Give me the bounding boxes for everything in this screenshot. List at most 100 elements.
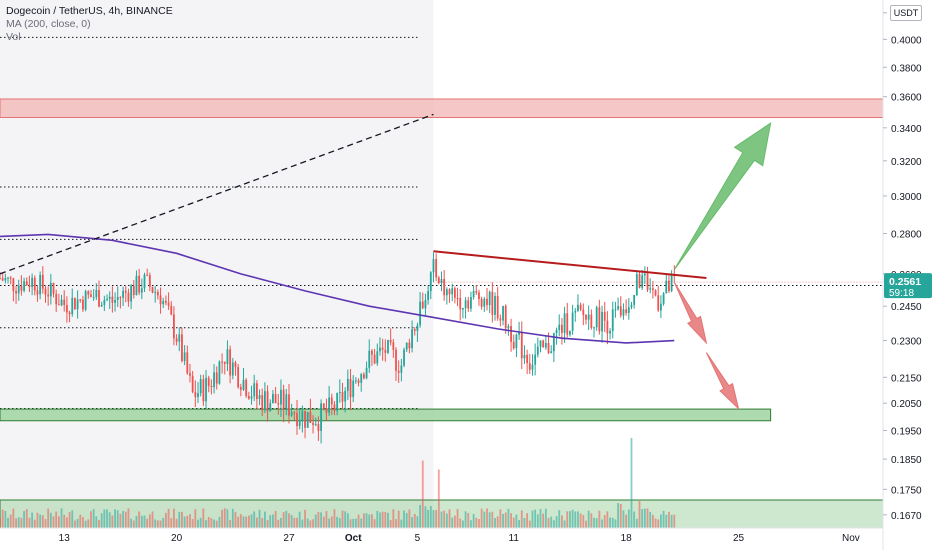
volume-bar [229, 520, 232, 528]
candle-body [413, 329, 416, 331]
candle-body [90, 294, 92, 298]
volume-bar [12, 508, 15, 528]
volume-bar [84, 520, 87, 528]
candle-body [84, 291, 87, 310]
time-tick-label: 13 [59, 533, 71, 544]
volume-bar [159, 520, 162, 528]
volume-bar [499, 509, 502, 528]
volume-bar [140, 515, 143, 528]
volume-bar [76, 518, 79, 528]
candle-body [403, 349, 405, 366]
volume-bar [403, 510, 405, 528]
candle-body [593, 327, 595, 329]
candle-body [245, 379, 248, 397]
candle-body [448, 289, 451, 295]
candle-body [579, 304, 582, 310]
drawings-layer [0, 113, 772, 411]
symbol-title[interactable]: Dogecoin / TetherUS, 4h, BINANCE [6, 5, 173, 17]
candle-body [451, 288, 454, 295]
candle-body [560, 324, 563, 333]
volume-bar [657, 519, 660, 528]
volume-bar [643, 508, 646, 528]
price-tick-label: 0.2150 [891, 373, 922, 384]
volume-bar [598, 510, 601, 528]
volume-bar [424, 506, 427, 528]
volume-bar [328, 518, 331, 528]
candle-body [173, 314, 175, 339]
volume-bar [322, 516, 325, 528]
time-tick-label: 11 [509, 533, 520, 544]
candle-body [304, 410, 306, 428]
volume-bar [387, 512, 389, 528]
candle-body [95, 290, 98, 298]
candle-body [162, 300, 165, 305]
volume-bar [646, 508, 649, 528]
volume-bar [87, 519, 90, 528]
volume-bar [362, 513, 365, 528]
volume-bar [234, 511, 237, 528]
time-tick-label: 20 [171, 533, 183, 544]
candle-body [237, 367, 240, 388]
volume-bar [312, 519, 314, 528]
volume-bar [320, 512, 323, 528]
volume-bar [79, 514, 82, 528]
candle-body [119, 297, 122, 299]
volume-bar [392, 509, 395, 528]
candle-body [622, 309, 625, 316]
volume-bar [261, 517, 264, 528]
time-axis[interactable]: 13 20 27 Oct 5 11 18 25 Nov [59, 533, 860, 544]
candle-body [464, 300, 467, 308]
ma-indicator-label[interactable]: MA (200, close, 0) [6, 18, 91, 30]
volume-indicator-label[interactable]: Vol [6, 31, 21, 43]
candle-body [373, 354, 376, 364]
candle-body [202, 379, 205, 402]
candle-body [226, 349, 229, 364]
volume-bar [569, 511, 571, 528]
volume-bar [194, 509, 197, 528]
volume-bar [242, 516, 245, 528]
volume-bar [44, 519, 47, 528]
volume-bar [226, 509, 229, 528]
candle-body [167, 302, 170, 306]
candle-body [274, 394, 277, 404]
candle-body [12, 278, 15, 291]
volume-bar [515, 514, 518, 528]
price-axis[interactable]: 0.42000.40000.38000.36000.34000.32000.30… [883, 9, 922, 522]
volume-bar [245, 516, 248, 528]
candle-body [649, 288, 652, 290]
candle-body [360, 374, 363, 383]
candle-body [354, 380, 357, 382]
volume-bar [92, 509, 95, 528]
volume-bar [127, 508, 130, 528]
volume-bar [448, 509, 451, 528]
candle-body [558, 324, 561, 331]
candle-body [132, 285, 135, 296]
volume-bar [665, 514, 668, 528]
volume-bar [0, 517, 1, 528]
candle-body [301, 410, 304, 421]
currency-badge[interactable]: USDT [890, 5, 922, 21]
candle-body [191, 375, 194, 393]
candle-body [108, 296, 111, 299]
chart-legend: Dogecoin / TetherUS, 4h, BINANCE MA (200… [6, 5, 173, 44]
candle-body [124, 290, 127, 293]
candle-body [411, 329, 413, 349]
time-tick-label: 25 [733, 533, 745, 544]
volume-bar [563, 520, 566, 528]
candle-body [39, 274, 42, 295]
candle-body [528, 363, 531, 370]
volume-bar [585, 520, 587, 528]
volume-bar [205, 520, 207, 528]
candle-body [598, 307, 601, 332]
candle-body [231, 362, 234, 376]
volume-bar [23, 511, 25, 528]
volume-bar [146, 518, 149, 528]
candle-body [309, 412, 312, 423]
candle-body [0, 278, 1, 280]
volume-bar [170, 518, 173, 528]
candle-body [408, 342, 411, 349]
volume-bar [202, 508, 205, 528]
volume-bar [459, 518, 462, 528]
